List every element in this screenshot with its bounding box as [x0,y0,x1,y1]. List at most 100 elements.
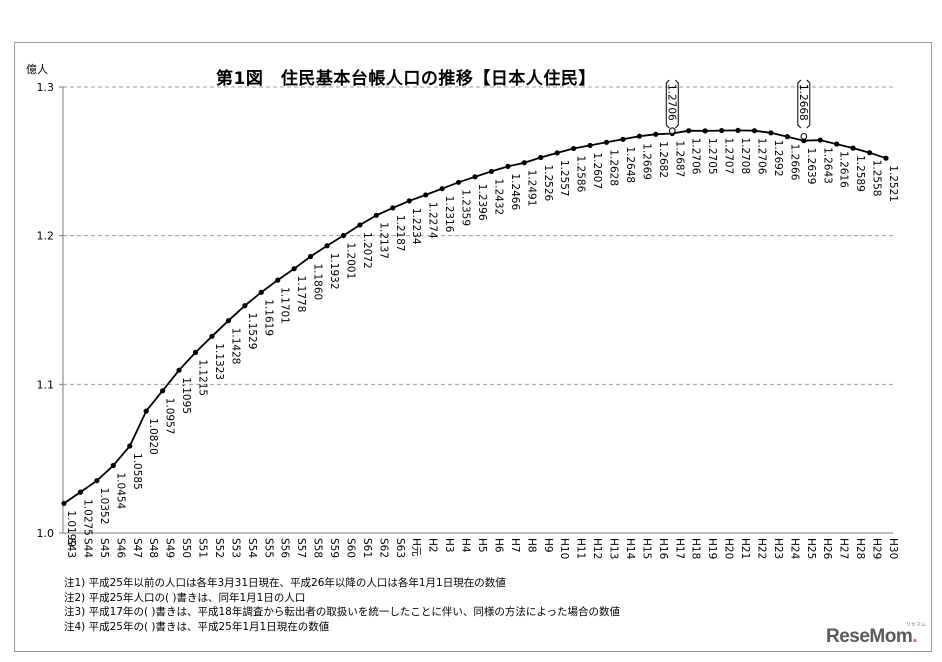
annotation-bracket-right [806,79,811,129]
data-point [455,179,462,185]
data-label: 1.2187 [394,215,406,252]
data-label: 1.2706 [690,138,702,175]
x-tick-label: H20 [723,538,735,559]
x-tick-label: S61 [361,538,373,558]
data-point [554,150,560,156]
data-label: 1.2396 [476,184,488,221]
footnote-3: 注3) 平成17年の( )書きは、平成18年調査から転出者の取扱いを統一したこと… [64,606,621,619]
x-tick-label: S63 [394,538,406,558]
footnotes: 注1) 平成25年以前の人口は各年3月31日現在、平成26年以降の人口は各年1月… [64,576,620,635]
data-point [488,168,495,175]
data-label: 1.2491 [525,170,537,207]
data-point [143,408,149,414]
data-label: 1.2557 [558,160,570,197]
data-point [587,142,593,149]
x-tick-label: S51 [197,538,209,558]
x-tick-label: H8 [525,538,537,553]
x-tick-label: H12 [591,538,603,559]
data-point [817,137,823,143]
data-label: 1.0820 [147,418,159,455]
x-tick-label: S48 [147,538,159,558]
x-tick-label: H30 [887,538,899,559]
data-point [242,303,248,309]
x-tick-label: H21 [739,538,751,559]
x-tick-label: S59 [328,538,340,558]
x-tick-label: H13 [608,538,620,559]
data-label: 1.2521 [887,165,899,202]
x-tick-label: H23 [772,538,784,559]
data-point [439,186,445,192]
data-point [834,141,840,147]
data-label: 1.2526 [542,164,554,201]
data-point [94,478,100,484]
data-label: 1.2432 [492,178,504,215]
x-tick-label: H11 [575,538,587,559]
data-label: 1.0275 [81,499,93,536]
data-point [735,127,741,134]
data-point [324,243,330,249]
data-point [571,145,577,152]
logo-text-2: Mom [869,626,913,647]
x-tick-label: H2 [427,538,439,553]
data-label: 1.2682 [657,141,669,178]
annotation-bracket-left [665,79,670,129]
data-label: 1.1323 [213,343,225,380]
x-tick-label: S60 [344,538,356,558]
data-point [719,127,725,134]
data-point [406,198,412,204]
x-tick-label: H3 [443,538,455,553]
data-label: 1.2706 [755,138,767,175]
x-tick-label: H6 [492,538,504,553]
data-label: 1.2234 [410,208,422,245]
data-label: 1.2001 [344,243,356,280]
data-label: 1.1529 [246,313,258,350]
data-label: 1.1619 [262,299,274,336]
data-label: 1.2669 [640,143,652,180]
logo-subtext: リセマム [906,622,927,628]
data-point [751,128,758,134]
data-point [636,133,643,139]
x-tick-label: H27 [838,538,850,559]
data-point [291,266,297,272]
x-tick-label: S53 [229,538,241,558]
x-tick-label: H15 [640,538,652,559]
data-label: 1.2359 [460,189,472,226]
data-point [686,128,692,134]
x-tick-label: S55 [262,538,274,558]
data-label: 1.2589 [854,155,866,192]
x-tick-label: H22 [755,538,767,559]
data-label: 1.1428 [229,328,241,365]
data-label: 1.2628 [608,149,620,186]
data-point [702,128,708,134]
data-label: 1.2616 [838,151,850,188]
data-label: 1.1215 [197,359,209,396]
chart-title: 第1図 住民基本台帳人口の推移【日本人住民】 [216,69,596,89]
data-label: 1.2466 [509,173,521,210]
x-tick-label: S50 [180,538,192,558]
x-tick-label: H10 [558,538,570,559]
data-label: 1.1095 [180,377,192,414]
data-point [160,388,166,394]
data-label: 1.0585 [131,453,143,490]
x-tick-label: H7 [509,538,521,553]
data-point [192,349,199,355]
x-tick-label: S57 [295,538,307,558]
y-axis-unit-label: 億人 [26,63,48,76]
data-label: 1.2137 [377,222,389,259]
data-point [209,333,215,339]
x-tick-label: H24 [788,538,800,560]
data-label: 1.2708 [739,137,751,174]
data-label: 1.2607 [591,152,603,189]
data-label: 1.0199 [65,510,77,547]
annotation-label: 1.2706 [665,84,677,121]
data-point [225,318,231,324]
y-tick-label: 1.2 [37,230,55,243]
footnote-4: 注4) 平成25年の( )書きは、平成25年1月1日現在の数値 [64,621,330,634]
data-point [784,134,790,140]
data-point [258,289,264,295]
x-tick-label: S56 [279,538,291,558]
series-line [63,129,887,505]
data-point [357,222,363,228]
data-label: 1.0352 [98,488,110,525]
footnote-2: 注2) 平成25年人口の( )書きは、同年1月1日の人口 [64,591,306,604]
